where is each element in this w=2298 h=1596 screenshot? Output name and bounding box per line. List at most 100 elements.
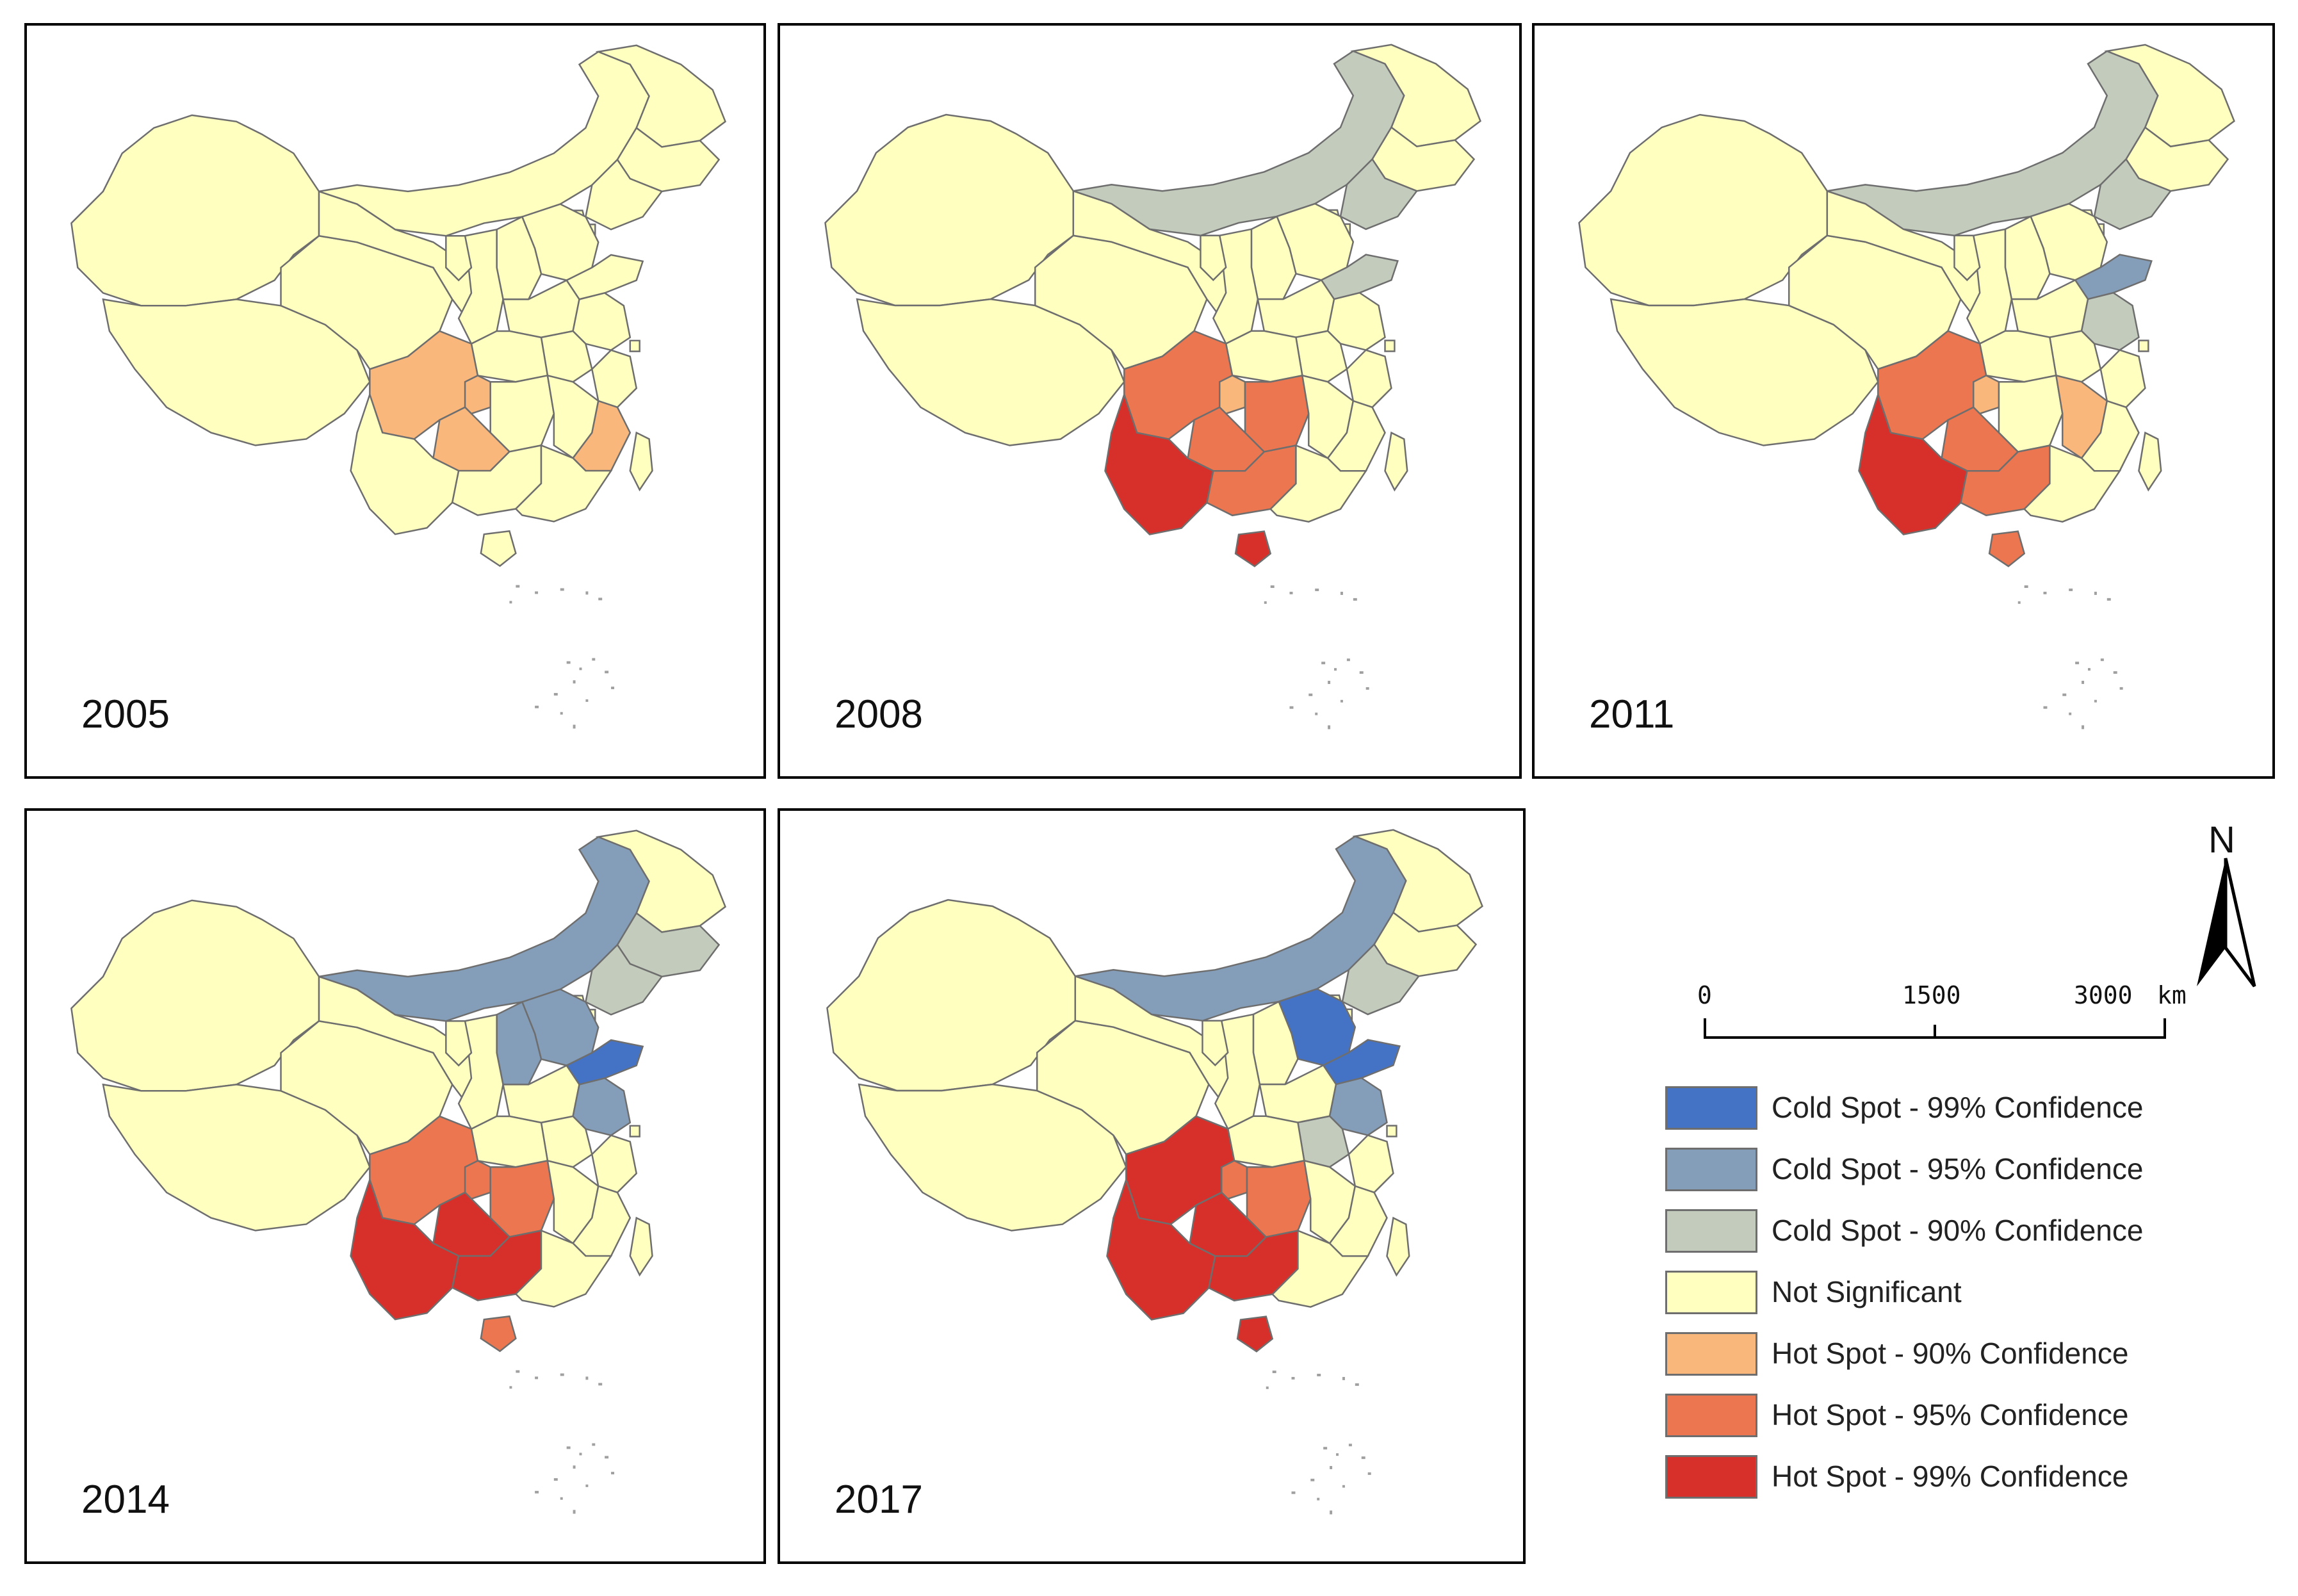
- scale-tick-0: 0: [1697, 981, 1712, 1009]
- province-zhejiang: [1348, 1134, 1394, 1194]
- legend-label: Cold Spot - 90% Confidence: [1772, 1214, 2144, 1247]
- china-map: [70, 829, 727, 1514]
- province-tibet: [858, 1083, 1127, 1232]
- province-guangdong: [514, 1229, 613, 1308]
- province-chongqing: [1221, 1159, 1248, 1200]
- legend-label: Hot Spot - 90% Confidence: [1772, 1337, 2129, 1370]
- province-zhejiang: [2099, 349, 2146, 409]
- province-guangdong: [1271, 1229, 1370, 1308]
- province-guangdong: [1269, 444, 1368, 523]
- legend-item: Cold Spot - 90% Confidence: [1665, 1205, 2242, 1267]
- legend-item: Hot Spot - 90% Confidence: [1665, 1328, 2242, 1390]
- map-year-label: 2014: [81, 1478, 170, 1522]
- north-arrow-label: N: [2208, 819, 2235, 861]
- china-map: [824, 44, 1481, 729]
- legend-label: Hot Spot - 95% Confidence: [1772, 1398, 2129, 1431]
- province-yunnan: [350, 392, 460, 535]
- province-hunan: [1246, 1159, 1312, 1238]
- legend-swatch: [1665, 1332, 1757, 1376]
- province-yunnan: [350, 1177, 460, 1321]
- map-year-label: 2011: [1589, 692, 1675, 737]
- province-ningxia: [1953, 234, 1981, 282]
- china-map: [826, 829, 1483, 1515]
- legend-item: Cold Spot - 99% Confidence: [1665, 1082, 2242, 1144]
- province-shanghai: [2138, 339, 2149, 352]
- legend-swatch: [1665, 1394, 1757, 1437]
- china-map: [1578, 44, 2235, 729]
- legend-swatch: [1665, 1271, 1757, 1314]
- scale-tick-3000: 3000: [2074, 981, 2133, 1009]
- scale-tick-1500: 1500: [1902, 981, 1961, 1009]
- province-taiwan: [629, 1216, 653, 1277]
- province-tibet: [102, 1083, 371, 1232]
- map-year-label: 2005: [81, 692, 170, 737]
- map-panel-2005: 2005: [24, 23, 766, 779]
- province-shanghai: [629, 339, 640, 352]
- legend-label: Cold Spot - 95% Confidence: [1772, 1152, 2144, 1185]
- province-hubei: [1226, 1115, 1305, 1168]
- province-shanghai: [629, 1125, 640, 1137]
- map-year-label: 2017: [835, 1478, 923, 1522]
- legend: Cold Spot - 99% Confidence Cold Spot - 95…: [1665, 1082, 2242, 1513]
- province-hunan: [489, 1159, 555, 1238]
- province-ningxia: [1202, 1020, 1229, 1067]
- legend-label: Cold Spot - 99% Confidence: [1772, 1091, 2144, 1124]
- province-liaoning: [585, 943, 664, 1016]
- province-hunan: [1998, 374, 2064, 453]
- province-taiwan: [2138, 431, 2162, 492]
- legend-swatch: [1665, 1086, 1757, 1130]
- scale-unit: km: [2157, 981, 2187, 1009]
- province-tibet: [856, 298, 1125, 446]
- province-guangdong: [514, 444, 613, 523]
- map-panel-2014: 2014: [24, 808, 766, 1564]
- map-panel-2011: 2011: [1532, 23, 2275, 779]
- legend-item: Not Significant: [1665, 1267, 2242, 1328]
- province-shanghai: [1386, 1125, 1398, 1137]
- province-hainan: [480, 530, 517, 567]
- legend-swatch: [1665, 1209, 1757, 1253]
- province-chongqing: [1219, 374, 1246, 415]
- legend-label: Not Significant: [1772, 1275, 1962, 1308]
- province-hubei: [470, 1115, 549, 1168]
- province-hunan: [1244, 374, 1310, 453]
- north-arrow-icon: [2197, 858, 2256, 988]
- scale-bar: [1704, 1018, 2166, 1039]
- province-guangdong: [2023, 444, 2121, 523]
- china-map: [70, 44, 727, 729]
- province-hainan: [1236, 1315, 1274, 1353]
- legend-item: Hot Spot - 95% Confidence: [1665, 1390, 2242, 1451]
- province-ningxia: [445, 1020, 473, 1067]
- province-taiwan: [1384, 431, 1408, 492]
- province-hainan: [480, 1315, 517, 1353]
- province-hubei: [470, 330, 549, 383]
- province-zhejiang: [1346, 349, 1392, 409]
- legend-label: Hot Spot - 99% Confidence: [1772, 1460, 2129, 1493]
- province-chongqing: [464, 1159, 491, 1200]
- province-ningxia: [445, 235, 473, 282]
- province-liaoning: [1339, 158, 1419, 231]
- province-taiwan: [1386, 1216, 1410, 1277]
- map-year-label: 2008: [835, 692, 923, 737]
- province-yunnan: [1858, 392, 1968, 535]
- province-yunnan: [1104, 392, 1214, 535]
- province-hubei: [1225, 330, 1303, 383]
- legend-item: Cold Spot - 95% Confidence: [1665, 1144, 2242, 1205]
- province-ningxia: [1200, 234, 1227, 282]
- province-liaoning: [2093, 158, 2172, 231]
- province-chongqing: [1973, 374, 2000, 415]
- province-zhejiang: [591, 349, 638, 409]
- legend-swatch: [1665, 1455, 1757, 1499]
- map-panel-2008: 2008: [778, 23, 1522, 779]
- province-hunan: [489, 374, 555, 453]
- province-chongqing: [464, 374, 491, 415]
- legend-item: Hot Spot - 99% Confidence: [1665, 1451, 2242, 1513]
- province-shanghai: [1384, 339, 1396, 352]
- province-hubei: [1978, 330, 2057, 383]
- province-hainan: [1988, 530, 2026, 567]
- province-tibet: [1609, 298, 1879, 446]
- province-liaoning: [1341, 943, 1421, 1016]
- province-taiwan: [629, 431, 653, 492]
- province-zhejiang: [591, 1134, 638, 1194]
- province-liaoning: [585, 158, 664, 231]
- province-yunnan: [1106, 1177, 1216, 1321]
